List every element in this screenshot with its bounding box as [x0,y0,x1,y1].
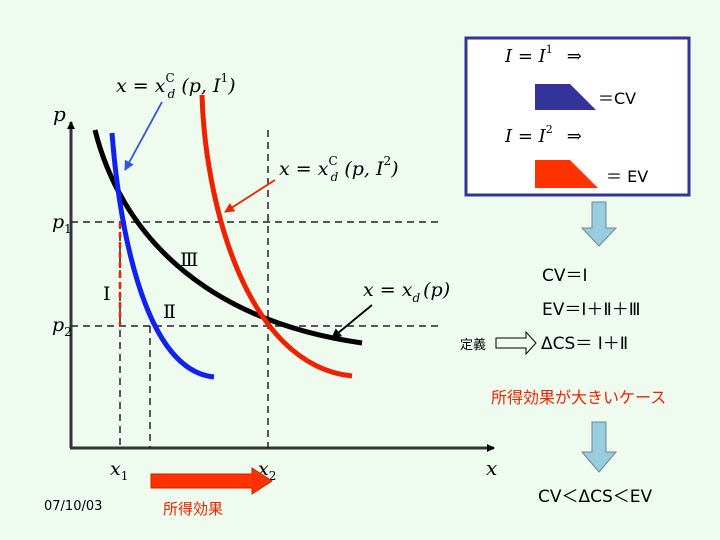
legend-cv-label: ＝CV [598,89,636,108]
legend-row1-formula: I = I1 ⇒ [504,43,582,67]
slide-date: 07/10/03 [44,499,102,514]
x-axis-label: x [486,456,497,480]
ev-swatch [535,160,570,188]
y-axis-label: p [53,102,66,126]
income-effect-arrow [150,467,273,495]
ev-swatch-tip [570,160,598,188]
definition-label: 定義 [460,337,486,353]
down-arrow-bottom [580,421,618,473]
x2-label: x2 [258,458,276,483]
x1-label: x1 [110,458,128,483]
p2-label: p2 [52,314,72,339]
case-title: 所得効果が大きいケース [491,388,666,407]
conclusion: CV＜ΔCS＜EV [538,487,653,507]
legend-ev-label: ＝ EV [606,167,648,186]
hicks1-pointer-arrow [124,101,163,171]
region-I-label: Ⅰ [103,283,111,305]
down-arrow-top [580,201,618,247]
hicksian-demand-curve-2 [199,94,353,379]
hicks1-equation: x = xC d (p, I1) [116,71,236,101]
definition-arrow [495,330,537,356]
marshall-pointer-arrow [331,304,373,339]
region-III-label: Ⅲ [180,249,198,271]
cv-swatch-tip [570,84,596,110]
hicks2-equation: x = xC d (p, I2) [279,154,399,184]
region-II-label: Ⅱ [163,301,176,323]
marshallian-demand-curve [92,129,363,346]
cs-relation: ΔCS＝ Ⅰ＋Ⅱ [541,334,628,354]
ev-relation: EV＝Ⅰ＋Ⅱ＋Ⅲ [542,300,640,320]
cv-relation: CV＝Ⅰ [542,266,588,286]
hicks2-pointer-arrow [224,179,276,213]
income-effect-label: 所得効果 [163,500,223,518]
hicksian-demand-curve-1 [109,132,215,380]
p1-label: p1 [52,211,72,236]
legend-row2-formula: I = I2 ⇒ [504,123,582,147]
marshall-equation: x = xd (p) [363,279,450,305]
cv-swatch [535,84,570,110]
